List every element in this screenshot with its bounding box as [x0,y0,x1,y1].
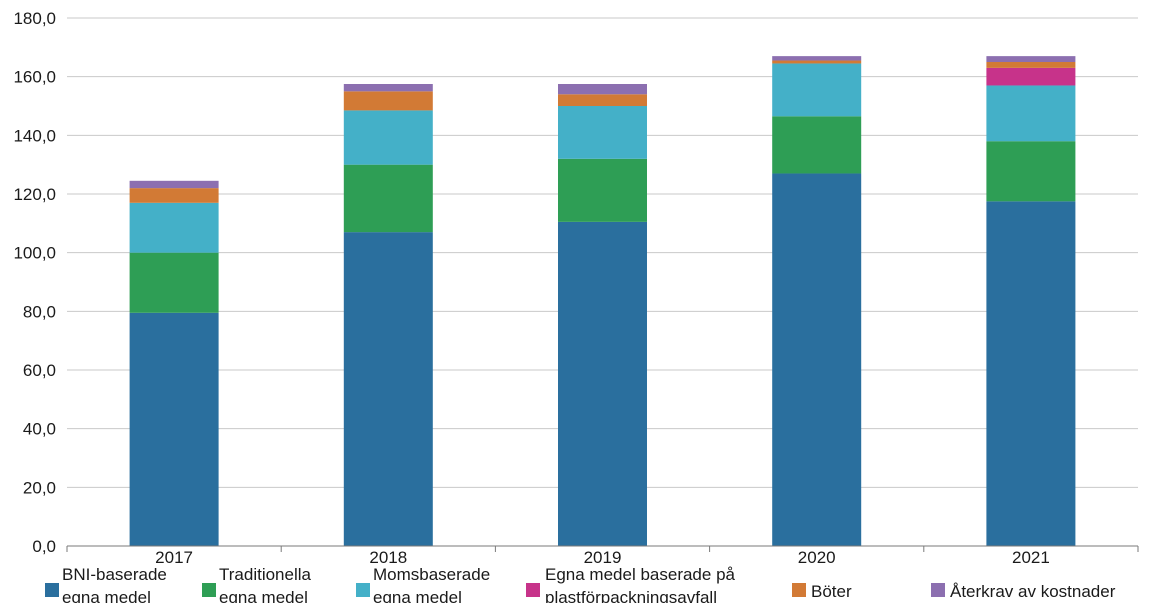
bar-segment-2018-series-4 [343,91,433,111]
bar-segment-2017-series-0 [129,312,219,546]
legend: BNI-baserade egna medel Traditionella egna … [45,565,1116,603]
legend-label: Momsbaserade [373,565,490,584]
bar-segment-2021-series-2 [986,85,1076,142]
x-tick-label: 2019 [584,548,622,567]
axes: 0,0 20,0 40,0 60,0 80,0 100,0 120,0 140,0 160,0 1… [13,9,1139,567]
y-tick-label: 160,0 [13,68,56,87]
x-tick-label: 2018 [369,548,407,567]
bar-segment-2021-series-3 [986,67,1076,86]
bar-segment-2020-series-1 [772,116,862,174]
x-tick-label: 2017 [155,548,193,567]
legend-label: plastförpackningsavfall [545,588,717,603]
legend-label: Återkrav av kostnader [950,582,1116,601]
legend-swatch [526,583,540,597]
bars [129,56,1076,546]
legend-swatch [45,583,59,597]
bar-segment-2017-series-5 [129,180,219,189]
y-tick-label: 20,0 [23,478,56,497]
bar-segment-2018-series-0 [343,232,433,546]
y-tick-label: 40,0 [23,420,56,439]
bar-segment-2019-series-1 [558,158,647,222]
bar-segment-2020-series-2 [772,63,862,117]
legend-swatch [792,583,806,597]
bar-segment-2018-series-1 [343,164,433,233]
bar-segment-2019-series-4 [558,94,647,106]
bar-segment-2020-series-4 [772,60,862,64]
bar-segment-2017-series-4 [129,188,219,203]
x-tick-label: 2021 [1012,548,1050,567]
bar-segment-2017-series-2 [129,202,219,253]
bar-segment-2020-series-5 [772,56,862,61]
bar-segment-2021-series-1 [986,141,1076,202]
legend-label: Egna medel baserade på [545,565,736,584]
bar-segment-2019-series-2 [558,106,647,159]
bar-segment-2021-series-4 [986,62,1076,68]
legend-label: egna medel [219,588,308,603]
y-tick-label: 180,0 [13,9,56,28]
legend-swatch [202,583,216,597]
legend-label: BNI-baserade [62,565,167,584]
legend-label: egna medel [62,588,151,603]
bar-segment-2021-series-0 [986,201,1076,546]
bar-segment-2018-series-5 [343,84,433,92]
legend-label: Böter [811,582,852,601]
bar-segment-2020-series-0 [772,173,862,546]
y-tick-label: 120,0 [13,185,56,204]
legend-label: egna medel [373,588,462,603]
legend-swatch [356,583,370,597]
y-tick-label: 100,0 [13,244,56,263]
bar-segment-2018-series-2 [343,110,433,165]
y-tick-label: 60,0 [23,361,56,380]
legend-swatch [931,583,945,597]
bar-segment-2019-series-5 [558,84,647,95]
legend-label: Traditionella [219,565,312,584]
y-tick-label: 80,0 [23,302,56,321]
bar-segment-2019-series-0 [558,221,647,546]
y-tick-label: 0,0 [32,537,56,556]
bar-segment-2017-series-1 [129,252,219,313]
y-tick-label: 140,0 [13,126,56,145]
x-tick-label: 2020 [798,548,836,567]
bar-segment-2021-series-5 [986,56,1076,62]
